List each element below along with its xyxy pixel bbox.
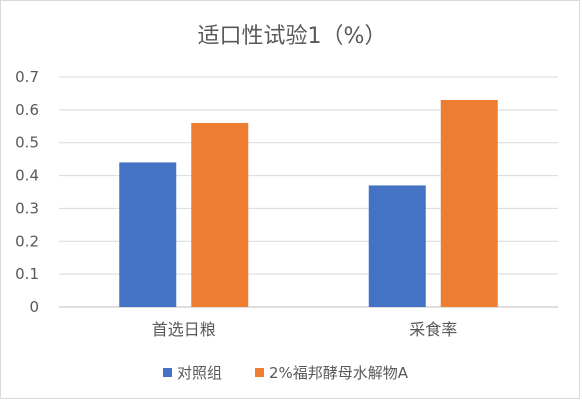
bars [119,100,498,307]
legend-label: 对照组 [177,364,222,382]
y-tick-label: 0.2 [15,232,39,250]
y-axis-ticks: 0 0.1 0.2 0.3 0.4 0.5 0.6 0.7 [15,68,39,316]
chart-title: 适口性试验1（%） [198,24,387,49]
x-category-label: 采食率 [409,320,457,339]
legend-swatch [255,368,264,377]
bar [368,185,426,307]
y-tick-label: 0.1 [15,265,39,283]
y-tick-label: 0.6 [15,101,39,119]
y-tick-label: 0.5 [15,134,39,152]
y-tick-label: 0 [29,298,39,316]
legend-swatch [163,368,172,377]
bar [191,123,249,307]
bar [440,100,498,307]
bar [119,162,177,307]
x-axis-categories: 首选日粮 采食率 [152,320,458,339]
legend-label: 2%福邦酵母水解物A [269,364,409,382]
legend: 对照组 2%福邦酵母水解物A [163,364,409,382]
x-category-label: 首选日粮 [152,320,216,339]
y-tick-label: 0.3 [15,199,39,217]
y-tick-label: 0.7 [15,68,39,86]
y-tick-label: 0.4 [15,167,39,185]
